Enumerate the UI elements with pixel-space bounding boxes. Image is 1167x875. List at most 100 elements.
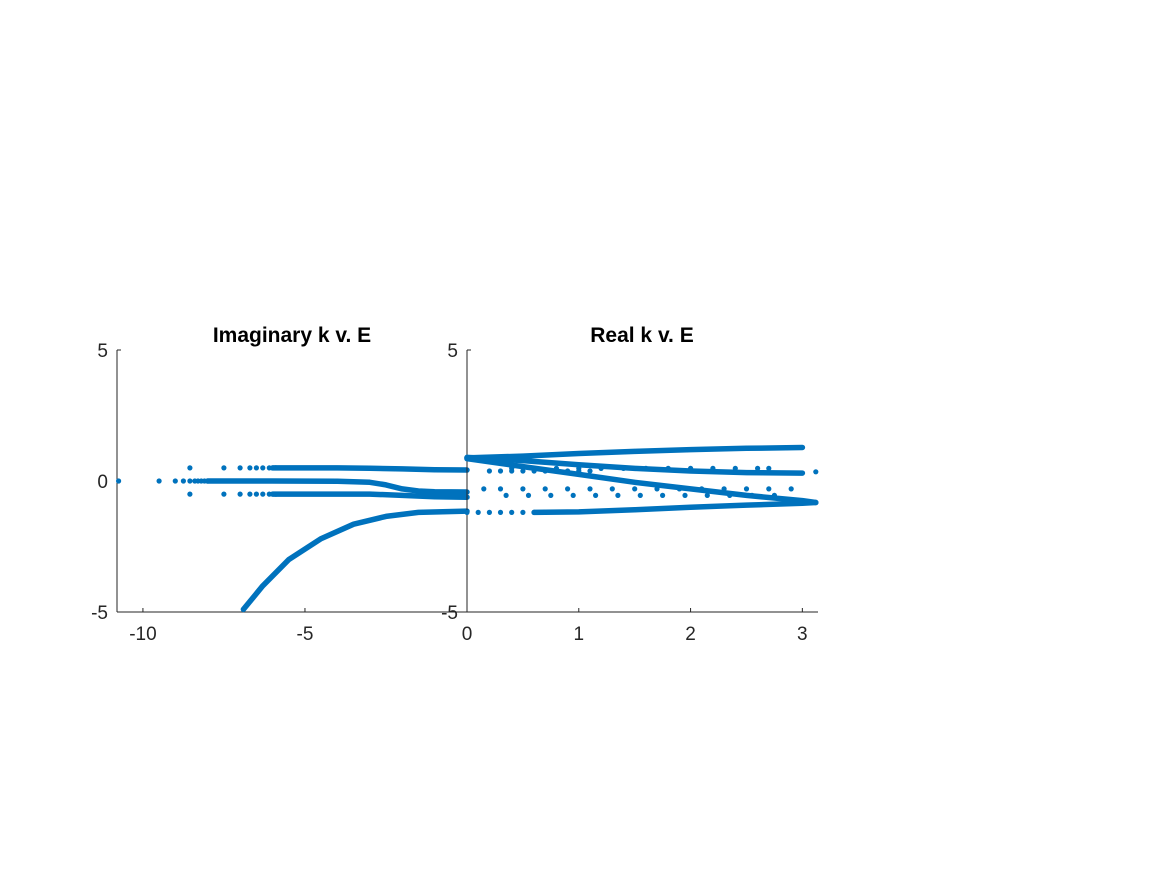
data-point <box>187 491 193 497</box>
data-point <box>609 486 615 492</box>
data-point <box>531 465 537 471</box>
data-point <box>643 465 649 471</box>
data-point <box>654 486 660 492</box>
data-point <box>548 492 554 498</box>
data-point <box>682 492 688 498</box>
data-point <box>221 491 227 497</box>
data-point <box>531 509 537 515</box>
data-curve <box>531 499 819 516</box>
x-tick-label: -5 <box>297 624 314 645</box>
data-point <box>205 478 211 484</box>
data-point <box>587 468 593 474</box>
data-point <box>116 478 122 484</box>
data-point <box>525 492 532 498</box>
data-point <box>542 468 548 474</box>
imaginary-k-axes: Imaginary k v. E -10 -5-505 <box>91 324 470 645</box>
data-point <box>766 465 772 471</box>
data-point <box>187 465 193 471</box>
x-tick-label: 1 <box>573 624 584 645</box>
data-point <box>587 486 593 492</box>
data-point <box>660 492 666 498</box>
data-point <box>749 492 755 498</box>
data-point <box>273 491 279 497</box>
data-point <box>260 465 266 471</box>
x-tick-label: 3 <box>797 624 808 645</box>
data-point <box>486 509 492 515</box>
data-point <box>676 486 683 492</box>
data-point <box>637 492 643 498</box>
data-point <box>156 478 162 484</box>
data-point <box>520 509 526 515</box>
data-point <box>593 492 599 498</box>
data-point <box>565 468 571 474</box>
plot-area <box>464 444 819 516</box>
data-point <box>727 492 733 498</box>
data-point <box>253 491 259 497</box>
data-point <box>620 465 627 471</box>
data-point <box>813 469 819 475</box>
data-point <box>766 486 772 492</box>
data-point <box>615 492 621 498</box>
data-point <box>503 492 509 498</box>
data-curve <box>269 491 470 500</box>
data-curve <box>240 508 470 613</box>
data-point <box>221 465 227 471</box>
data-point <box>710 465 716 471</box>
data-point <box>771 492 778 498</box>
data-point <box>497 509 504 515</box>
data-point <box>542 486 548 492</box>
data-point <box>475 509 481 515</box>
data-point <box>755 465 761 471</box>
data-curve <box>204 478 470 495</box>
x-tick-label: 0 <box>462 624 473 645</box>
data-point <box>486 468 492 474</box>
data-point <box>721 486 727 492</box>
data-point <box>699 486 705 492</box>
data-point <box>180 478 186 484</box>
data-point <box>497 486 504 492</box>
data-point <box>520 468 526 474</box>
y-tick-label: -5 <box>91 603 108 624</box>
data-point <box>481 486 487 492</box>
x-tick-label: -10 <box>129 624 156 645</box>
real-k-axes: Real k v. E 0 1 2 3 -5 5 <box>441 324 819 645</box>
data-point <box>273 465 279 471</box>
data-point <box>509 465 515 471</box>
y-tick-label: 0 <box>97 472 108 493</box>
data-point <box>570 492 576 498</box>
data-point <box>743 486 750 492</box>
data-point <box>542 509 548 515</box>
data-point <box>520 486 526 492</box>
imaginary-chart-title: Imaginary k v. E <box>213 324 371 347</box>
y-tick-label: 5 <box>97 341 108 362</box>
data-curve <box>269 465 470 473</box>
data-point <box>247 465 253 471</box>
data-point <box>788 486 794 492</box>
data-point <box>665 465 671 471</box>
data-point <box>565 486 571 492</box>
data-point <box>688 465 694 471</box>
data-point <box>187 478 193 484</box>
data-point <box>464 509 470 515</box>
data-point <box>598 465 604 471</box>
data-point <box>172 478 178 484</box>
data-point <box>732 465 738 471</box>
data-point <box>247 491 253 497</box>
data-point <box>237 465 243 471</box>
data-point <box>253 465 259 471</box>
data-point <box>266 491 272 497</box>
data-point <box>497 468 504 474</box>
data-point <box>266 465 272 471</box>
data-point <box>632 486 638 492</box>
y-tick-label: -5 <box>441 603 458 624</box>
data-point <box>237 491 243 497</box>
y-tick-label: 5 <box>447 341 458 362</box>
real-chart-title: Real k v. E <box>590 324 694 347</box>
data-curve <box>464 454 806 476</box>
data-point <box>260 491 266 497</box>
data-point <box>509 509 515 515</box>
x-tick-label: 2 <box>685 624 696 645</box>
data-point <box>704 492 710 498</box>
